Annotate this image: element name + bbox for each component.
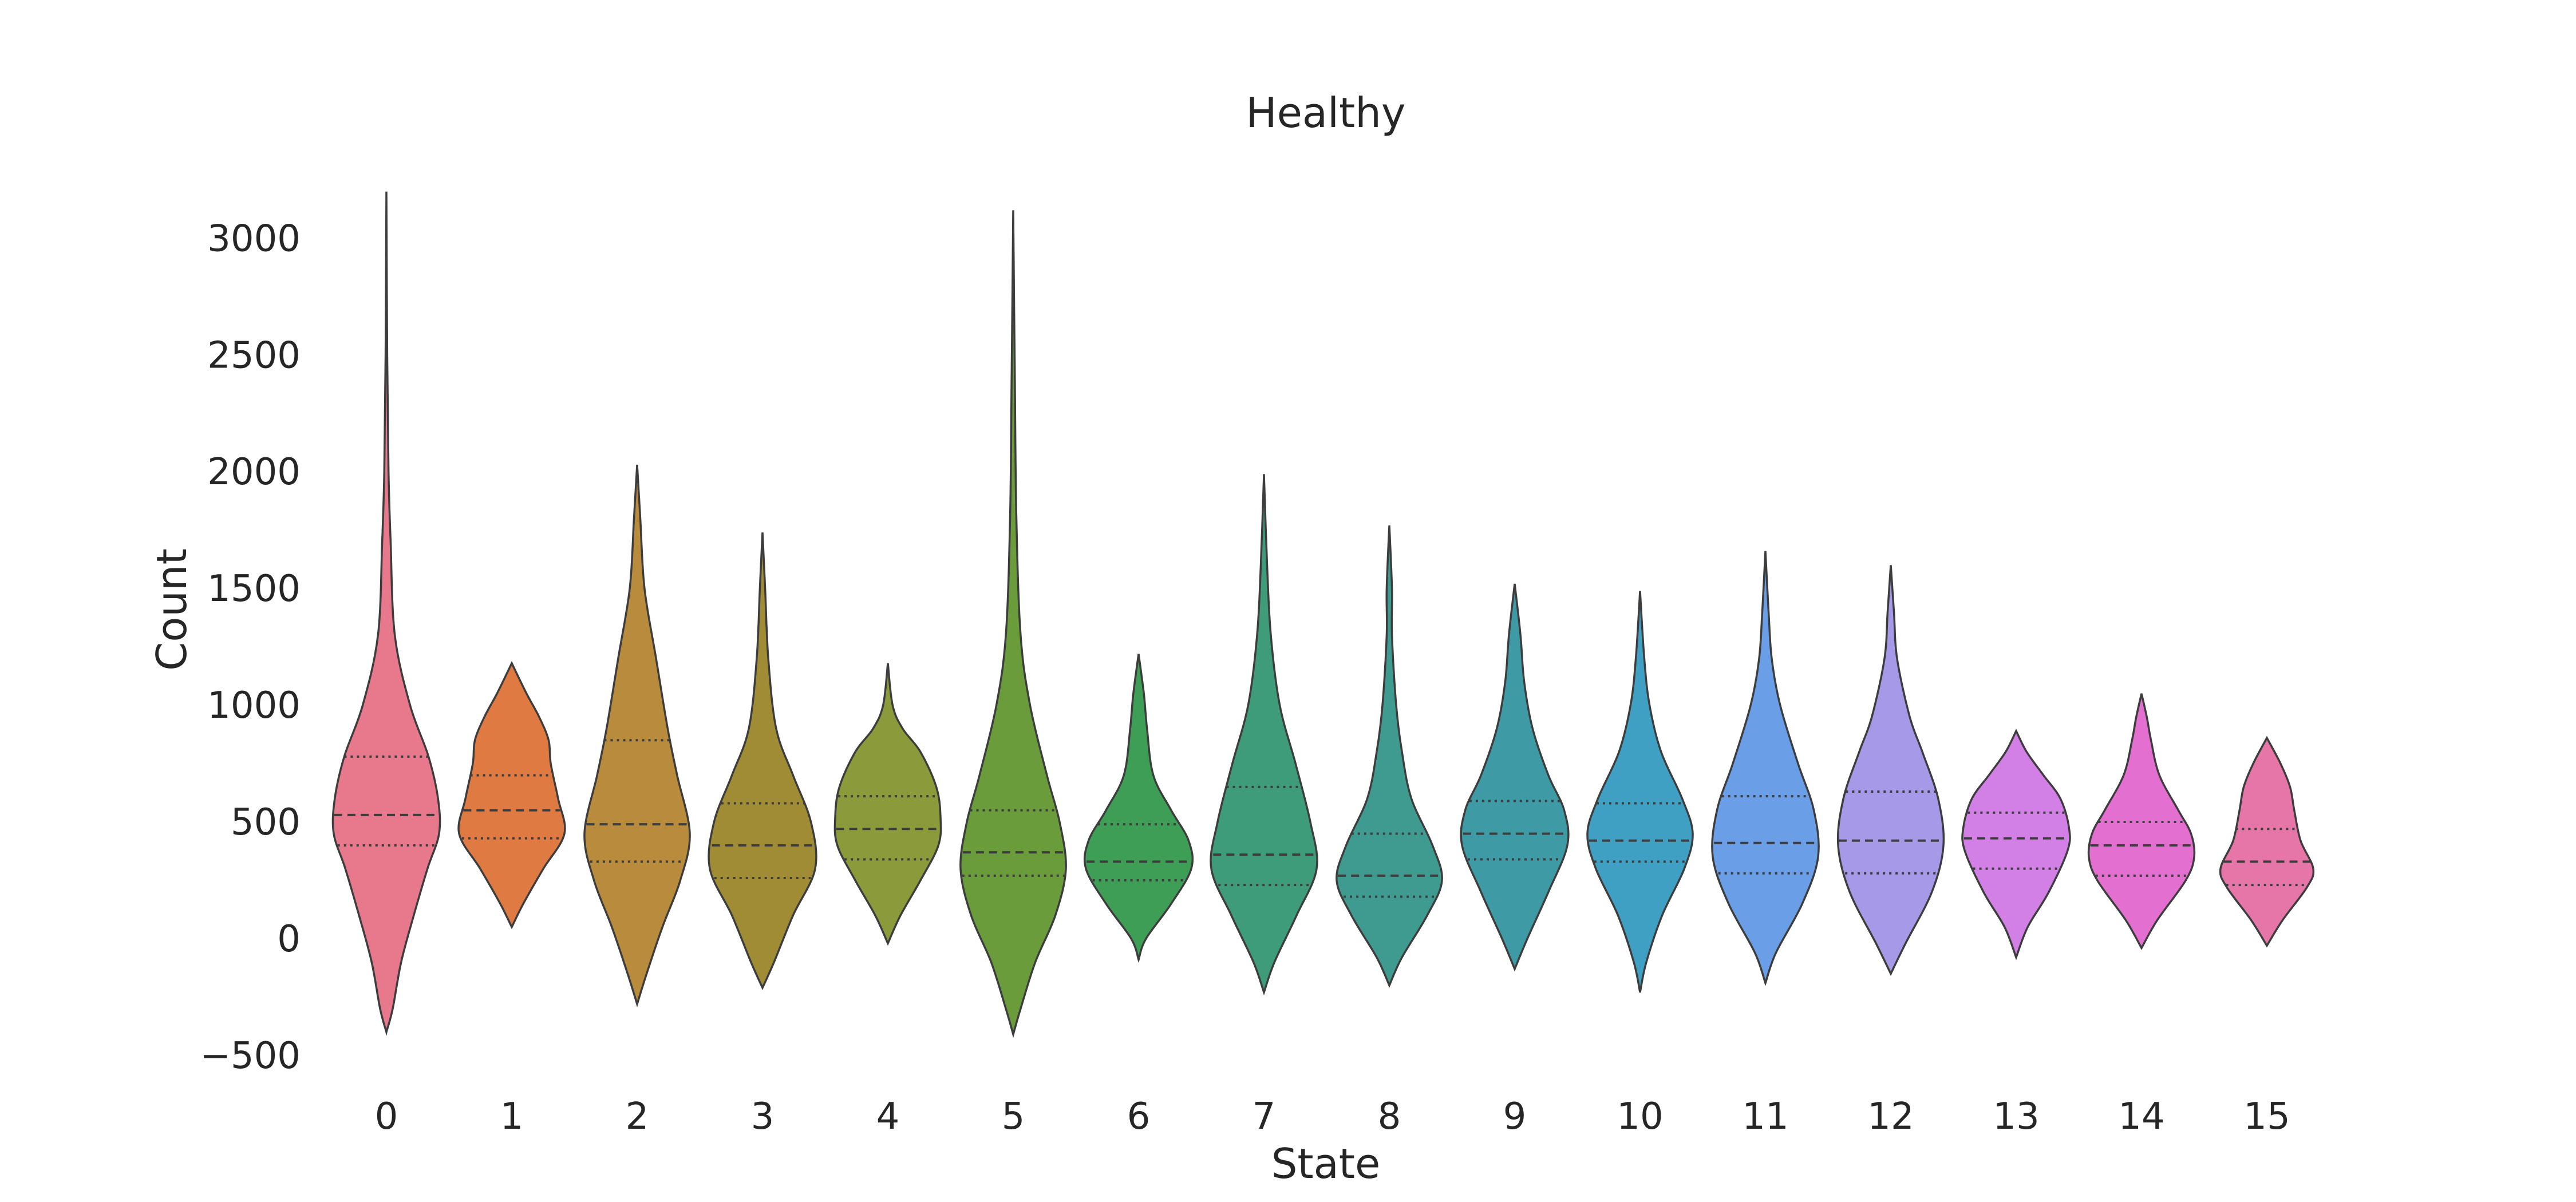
y-tick-label: 500 xyxy=(231,801,301,844)
x-tick-label: 1 xyxy=(500,1096,524,1138)
x-tick-label: 0 xyxy=(375,1096,398,1138)
violin-state-2 xyxy=(583,464,691,1007)
violin-body xyxy=(457,661,566,930)
y-tick-label: 3000 xyxy=(207,218,301,260)
violin-body xyxy=(1083,654,1194,963)
x-axis-label: State xyxy=(1271,1140,1381,1188)
y-tick-label: 0 xyxy=(277,918,301,960)
x-tick-label: 3 xyxy=(751,1096,775,1138)
violin-body xyxy=(708,532,817,990)
x-tick-label: 11 xyxy=(1742,1096,1788,1138)
y-tick-label: −500 xyxy=(200,1035,301,1077)
x-tick-label: 10 xyxy=(1617,1096,1663,1138)
y-tick-label: 1000 xyxy=(207,685,301,727)
y-tick-label: 2500 xyxy=(207,334,301,377)
violin-state-14 xyxy=(2087,693,2196,950)
violin-body xyxy=(1586,591,1694,993)
x-tick-label: 5 xyxy=(1002,1096,1025,1138)
violin-state-13 xyxy=(1961,729,2071,960)
violin-state-9 xyxy=(1460,583,1570,972)
x-tick-label: 13 xyxy=(1993,1096,2039,1138)
violin-state-6 xyxy=(1083,654,1194,963)
violin-state-4 xyxy=(833,663,942,946)
x-tick-label: 15 xyxy=(2243,1096,2290,1138)
violin-state-11 xyxy=(1711,551,1820,986)
violin-state-15 xyxy=(2219,736,2315,948)
violin-state-3 xyxy=(708,532,817,990)
violin-body xyxy=(959,210,1067,1038)
x-tick-label: 12 xyxy=(1867,1096,1914,1138)
violin-body xyxy=(2219,736,2315,948)
x-tick-label: 2 xyxy=(626,1096,649,1138)
violin-state-5 xyxy=(959,210,1067,1038)
x-tick-label: 6 xyxy=(1127,1096,1151,1138)
violin-state-0 xyxy=(331,191,441,1037)
violin-body xyxy=(1961,729,2071,960)
x-tick-label: 7 xyxy=(1253,1096,1276,1138)
violin-body xyxy=(833,663,942,946)
violin-body xyxy=(1210,474,1318,996)
violin-state-12 xyxy=(1836,565,1945,976)
violin-state-10 xyxy=(1586,591,1694,993)
x-tick-label: 14 xyxy=(2118,1096,2164,1138)
violin-body xyxy=(1336,525,1443,988)
y-axis-label: Count xyxy=(148,548,196,671)
violin-body xyxy=(1711,551,1820,986)
x-tick-label: 8 xyxy=(1378,1096,1401,1138)
violin-body xyxy=(583,464,691,1007)
violin-body xyxy=(1836,565,1945,976)
violin-state-8 xyxy=(1336,525,1443,988)
violin-body xyxy=(1460,583,1570,972)
violin-body xyxy=(331,191,441,1037)
y-tick-label: 2000 xyxy=(207,451,301,493)
x-tick-label: 4 xyxy=(876,1096,900,1138)
y-tick-labels: −500 0 500 1000 1500 2000 2500 3000 xyxy=(200,218,301,1077)
x-tick-label: 9 xyxy=(1503,1096,1527,1138)
y-tick-label: 1500 xyxy=(207,568,301,610)
chart-title: Healthy xyxy=(1246,89,1405,137)
violin-series xyxy=(331,191,2315,1038)
violin-state-1 xyxy=(457,661,566,930)
violin-state-7 xyxy=(1210,474,1318,996)
violin-body xyxy=(2087,693,2196,950)
x-tick-labels: 0 1 2 3 4 5 6 7 8 9 10 11 12 13 14 15 xyxy=(375,1096,2290,1138)
